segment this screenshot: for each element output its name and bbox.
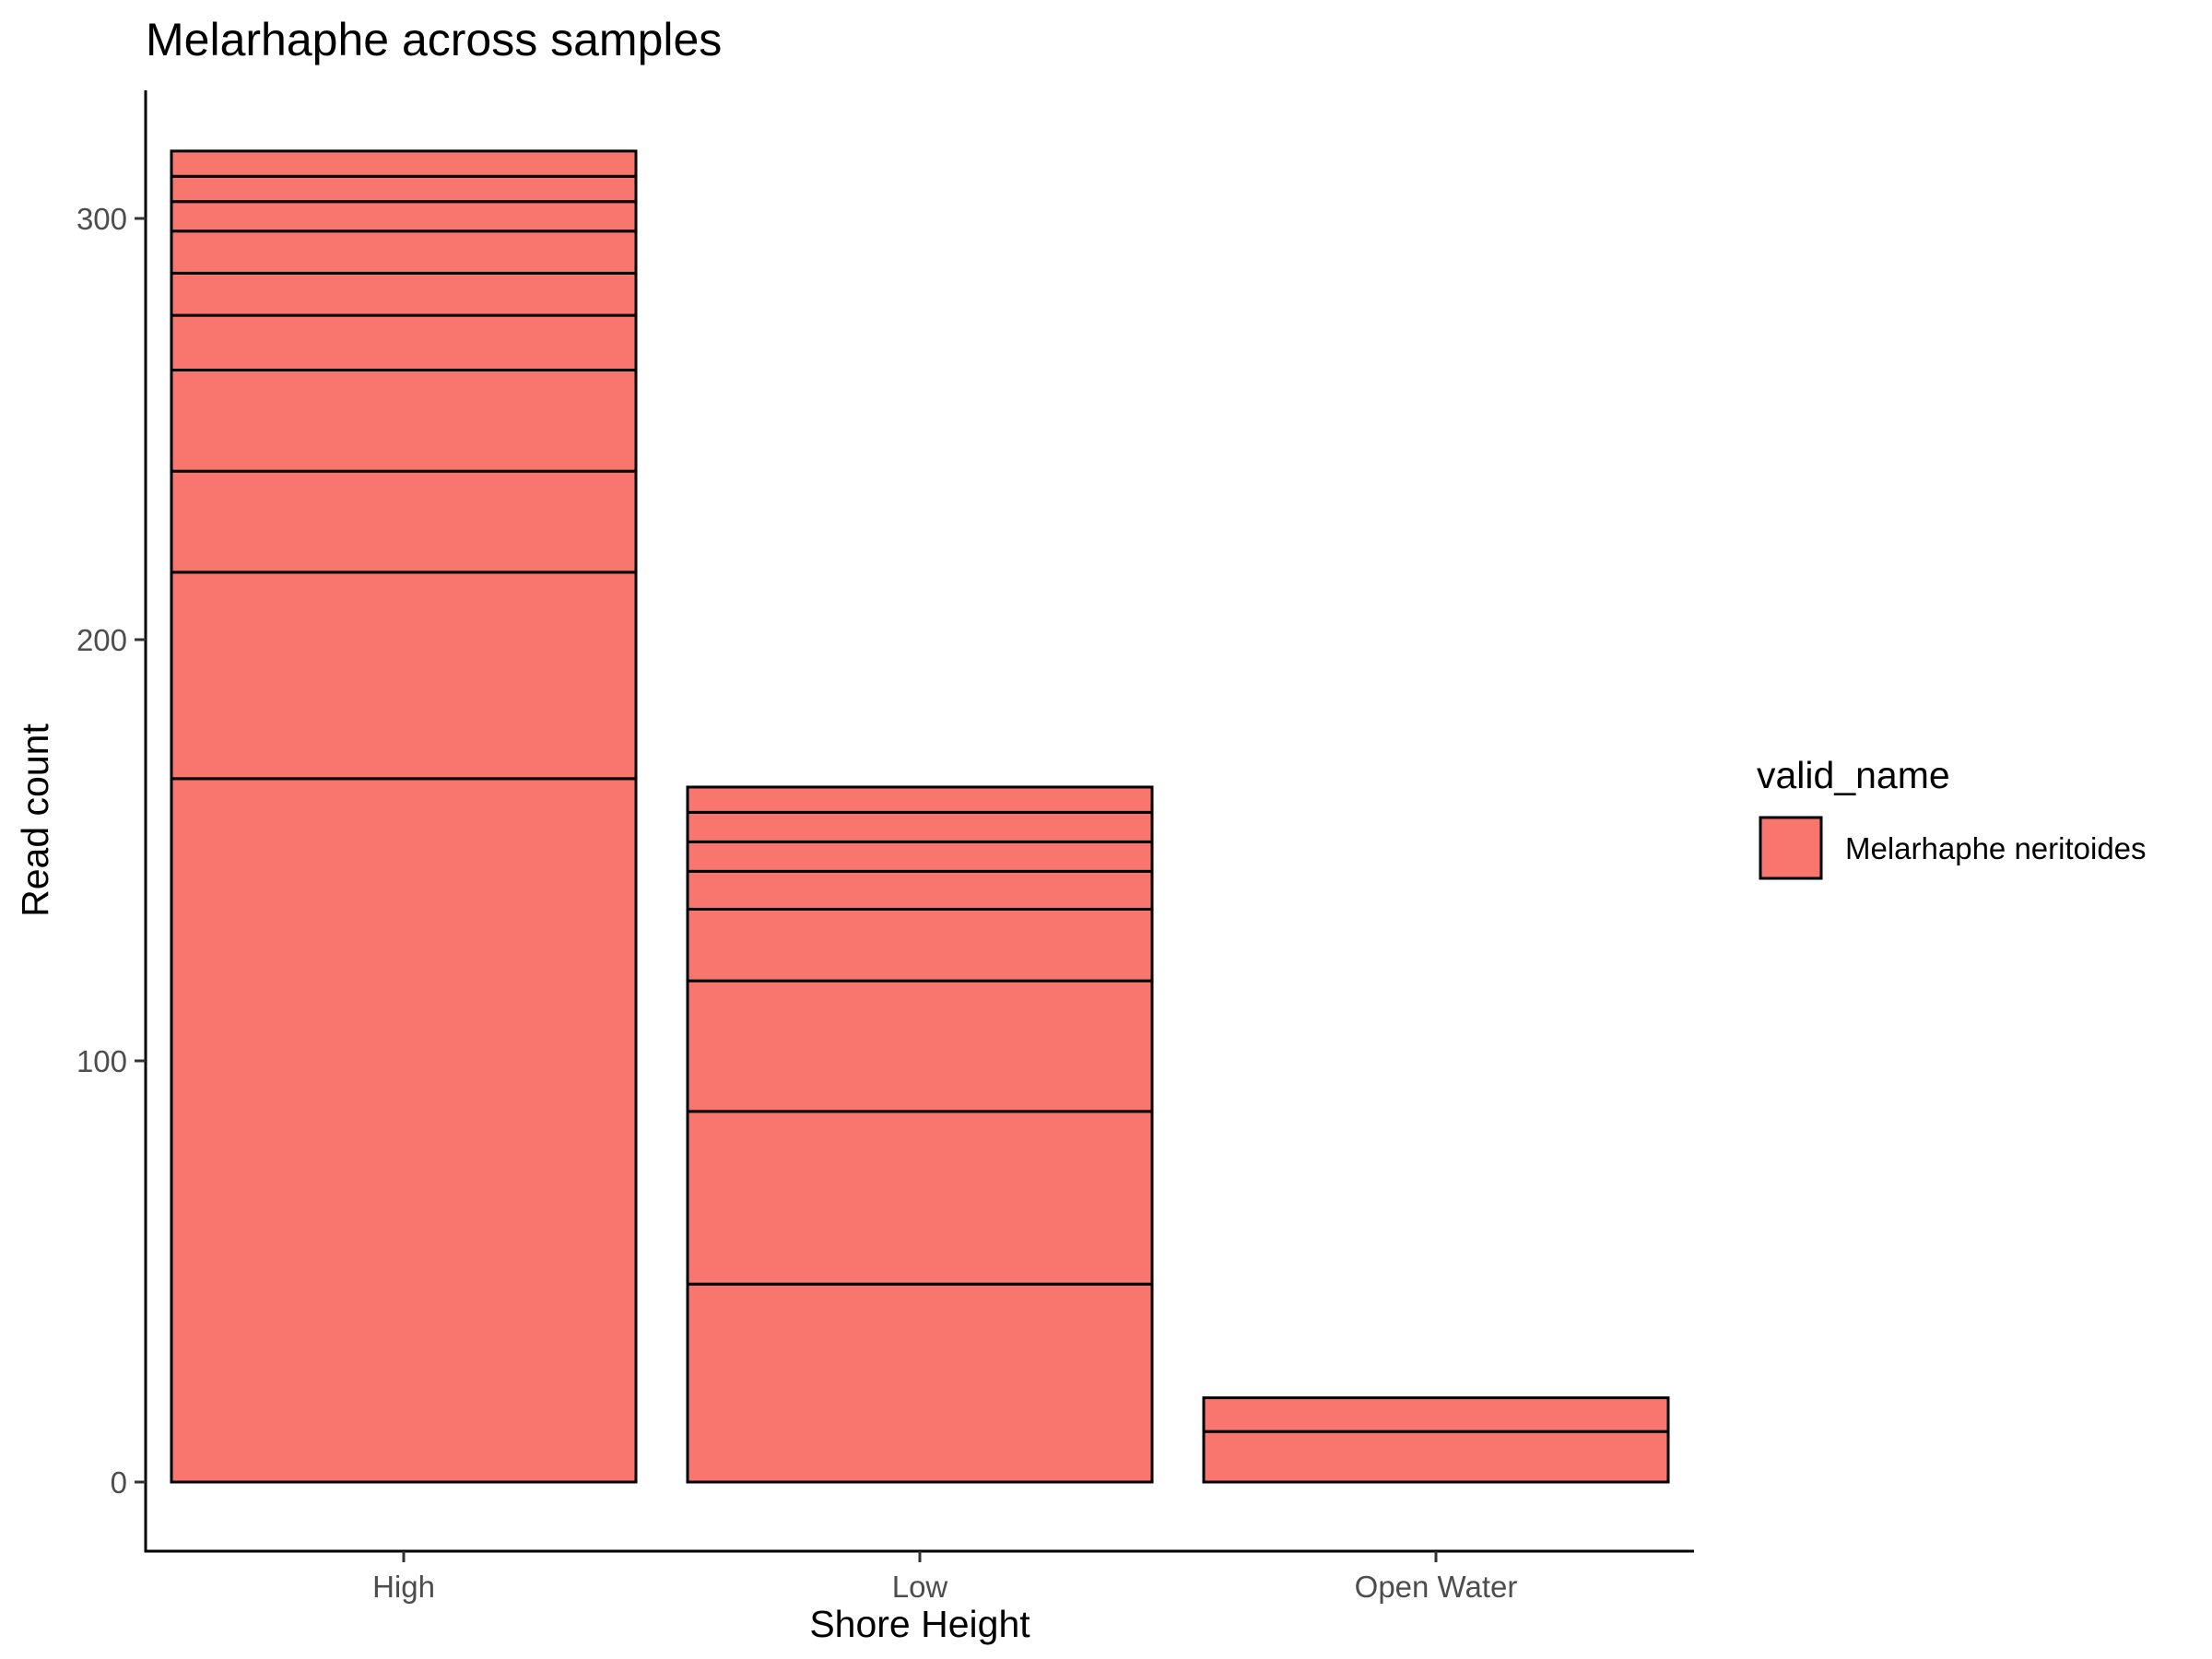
x-axis-title: Shore Height — [809, 1603, 1030, 1645]
legend-label-melarhaphe-neritoides: Melarhaphe neritoides — [1845, 831, 2147, 865]
bar-segment-low-3 — [686, 979, 1154, 1113]
bar-segment-high-10 — [170, 149, 638, 178]
x-tick-label-high: High — [372, 1570, 435, 1604]
bar-segment-high-4 — [170, 369, 638, 473]
bar-segment-high-6 — [170, 271, 638, 317]
bar-segment-low-7 — [686, 810, 1154, 843]
y-tick-label-0: 0 — [111, 1465, 127, 1500]
bar-segment-low-6 — [686, 840, 1154, 873]
legend-title: valid_name — [1757, 754, 1950, 796]
bar-segment-high-2 — [170, 571, 638, 781]
y-tick-label-200: 200 — [76, 623, 127, 657]
x-tick-label-low: Low — [892, 1570, 948, 1604]
bar-segment-low-2 — [686, 1110, 1154, 1286]
bar-segment-high-5 — [170, 313, 638, 372]
y-axis-title: Read count — [14, 724, 56, 917]
bar-segment-low-8 — [686, 785, 1154, 814]
bar-segment-high-9 — [170, 174, 638, 204]
bar-segment-open-water-2 — [1202, 1396, 1670, 1433]
x-tick-label-open-water: Open Water — [1355, 1570, 1518, 1604]
bar-segment-low-1 — [686, 1282, 1154, 1484]
bar-segment-open-water-1 — [1202, 1430, 1670, 1484]
legend-key-melarhaphe-neritoides — [1759, 816, 1823, 880]
bar-segment-low-5 — [686, 869, 1154, 911]
y-ticks: 0 100 200 300 — [76, 202, 146, 1500]
bar-segment-high-7 — [170, 229, 638, 275]
y-tick-label-100: 100 — [76, 1044, 127, 1078]
legend: valid_name Melarhaphe neritoides — [1757, 754, 2147, 880]
bar-segment-high-3 — [170, 469, 638, 574]
chart-title: Melarhaphe across samples — [146, 14, 722, 65]
y-tick-label-300: 300 — [76, 202, 127, 236]
x-ticks: High Low Open Water — [372, 1551, 1517, 1604]
bar-segment-low-4 — [686, 907, 1154, 982]
bar-segment-high-8 — [170, 200, 638, 233]
bars — [170, 149, 1670, 1484]
bar-segment-high-1 — [170, 777, 638, 1484]
